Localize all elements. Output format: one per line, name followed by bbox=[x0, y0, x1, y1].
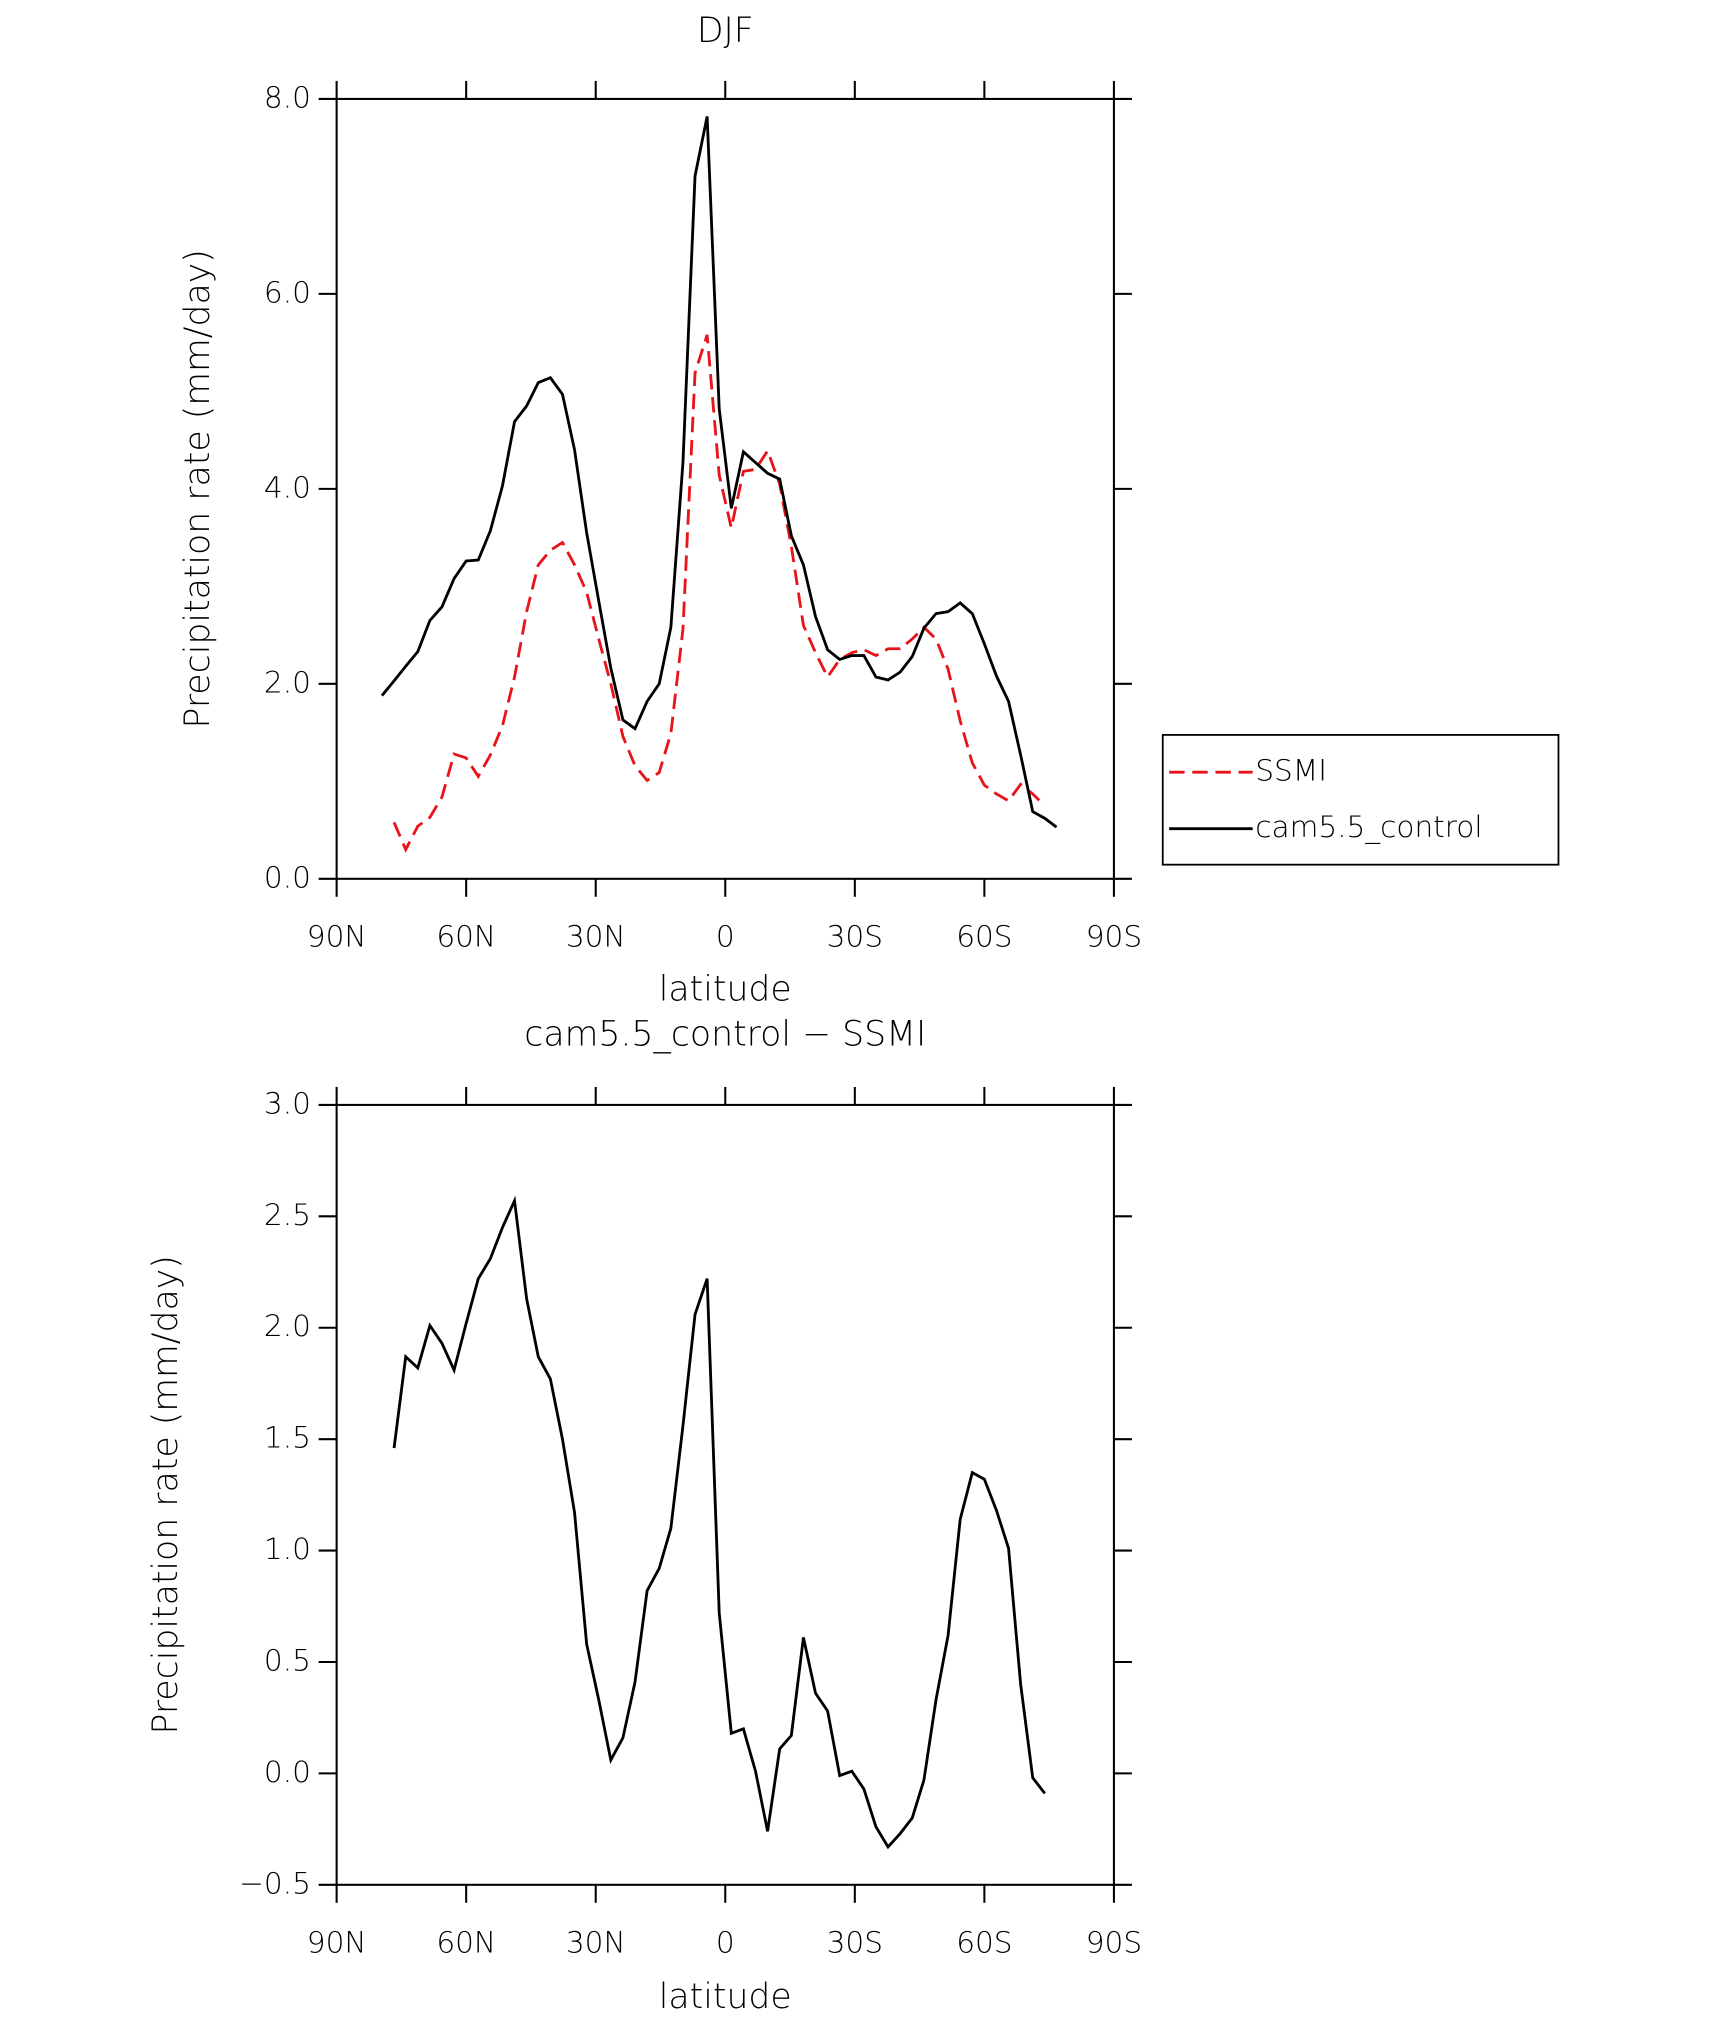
y-tick-label: 2.5 bbox=[264, 1198, 311, 1232]
y-tick-label: −0.5 bbox=[239, 1866, 311, 1900]
x-tick-label: 60N bbox=[436, 1925, 496, 1959]
y-tick-label: 0.5 bbox=[264, 1643, 311, 1677]
x-tick-label: 0 bbox=[716, 919, 735, 953]
legend-label: cam5.5_control bbox=[1255, 810, 1482, 845]
y-axis-label: Precipitation rate (mm/day) bbox=[178, 249, 218, 728]
x-tick-label: 60S bbox=[956, 1925, 1012, 1959]
y-axis-label: Precipitation rate (mm/day) bbox=[146, 1255, 186, 1734]
x-tick-label: 90N bbox=[307, 919, 367, 953]
y-tick-label: 1.0 bbox=[264, 1532, 311, 1566]
chart-title: DJF bbox=[697, 11, 754, 51]
y-tick-label: 6.0 bbox=[264, 275, 311, 309]
legend-label: SSMI bbox=[1255, 754, 1327, 788]
y-tick-label: 4.0 bbox=[264, 470, 311, 504]
x-tick-label: 60N bbox=[436, 919, 496, 953]
y-tick-label: 2.0 bbox=[264, 1309, 311, 1343]
x-tick-label: 90S bbox=[1086, 919, 1142, 953]
x-tick-label: 0 bbox=[716, 1925, 735, 1959]
chart-root: DJF latitude Precipitation rate (mm/day) 0.… bbox=[146, 11, 1560, 2017]
y-tick-label: 8.0 bbox=[264, 80, 311, 114]
x-tick-label: 90S bbox=[1086, 1925, 1142, 1959]
x-tick-label: 30N bbox=[566, 1925, 626, 1959]
panel: DJF latitude Precipitation rate (mm/day) 0.… bbox=[178, 11, 1560, 1010]
x-axis-label: latitude bbox=[659, 970, 792, 1010]
panel: cam5.5_control − SSMI latitude Precipitati… bbox=[146, 1015, 1142, 2017]
x-tick-label: 30S bbox=[827, 1925, 883, 1959]
y-tick-label: 0.0 bbox=[264, 860, 311, 894]
x-axis-label: latitude bbox=[659, 1977, 792, 2017]
data-line bbox=[392, 1195, 1046, 1850]
y-tick-label: 0.0 bbox=[264, 1755, 311, 1789]
y-tick-label: 2.0 bbox=[264, 665, 311, 699]
legend-box bbox=[1161, 734, 1560, 866]
y-tick-label: 1.5 bbox=[264, 1421, 311, 1455]
data-line bbox=[392, 334, 1046, 853]
plot-frame bbox=[335, 1103, 1115, 1886]
x-tick-label: 60S bbox=[956, 919, 1012, 953]
x-tick-label: 90N bbox=[307, 1925, 367, 1959]
plot-frame bbox=[335, 97, 1115, 880]
chart-title: cam5.5_control − SSMI bbox=[524, 1015, 926, 1055]
y-tick-label: 3.0 bbox=[264, 1086, 311, 1120]
x-tick-label: 30S bbox=[827, 919, 883, 953]
x-tick-label: 30N bbox=[566, 919, 626, 953]
data-line bbox=[380, 116, 1058, 829]
